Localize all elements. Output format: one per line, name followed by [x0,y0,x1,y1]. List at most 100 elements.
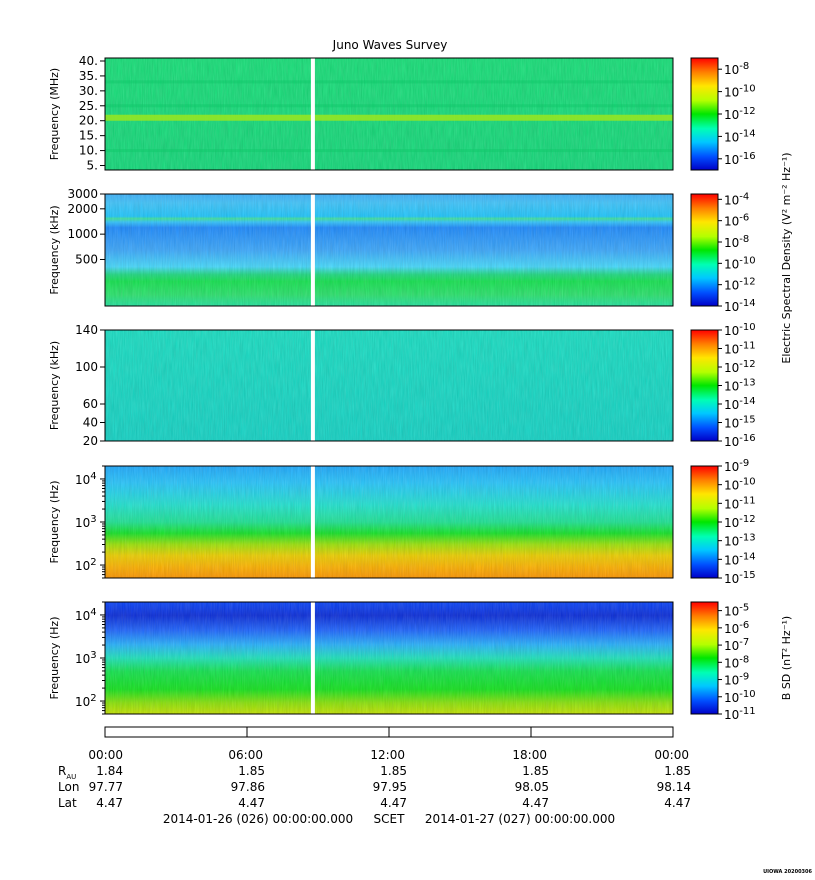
colorbar-tick-label: 10-12 [724,514,756,530]
y-axis-label: Frequency (Hz) [48,481,61,564]
credit-stamp: UIOWA 20200306 [763,869,812,875]
y-tick-label: 104 [75,607,97,623]
data-gap [310,58,315,170]
e-colorbar-title: Electric Spectral Density (V² m⁻² Hz⁻¹) [780,152,793,363]
colorbar-tick-label: 10-14 [724,551,756,567]
y-tick-label: 25. [79,99,98,113]
colorbar-tick-label: 10-13 [724,533,756,549]
spectrogram-texture-dark [105,466,673,578]
colorbar-tick-label: 10-16 [724,433,756,449]
y-tick-label: 100 [75,360,98,374]
y-tick-label: 10. [79,144,98,158]
ephemeris-value: 98.05 [515,780,549,794]
ephemeris-value: 4.47 [380,796,407,810]
spectrogram-panel-5: 104 103 102 Frequency (Hz) [48,601,674,715]
colorbar-tick-label: 10-13 [724,378,756,394]
faint-band [105,149,673,153]
colorbar-tick-label: 10-14 [724,298,756,314]
ephemeris-value: 98.14 [657,780,691,794]
footer-scet-label: SCET [374,812,406,826]
y-tick-label: 140 [75,323,98,337]
colorbar-tick-label: 10-9 [724,672,749,688]
time-axis-ticks [104,727,674,737]
time-tick-label: 18:00 [512,748,547,762]
y-tick-label: 102 [75,693,97,709]
y-tick-label: 3000 [67,187,98,201]
colorbar-tick-label: 10-10 [724,255,756,271]
colorbar-tick-label: 10-14 [724,128,756,144]
panel-frame [104,329,674,442]
y-tick-label: 35. [79,69,98,83]
colorbar-tick-label: 10-12 [724,359,756,375]
colorbars: 10-8 10-10 10-12 10-14 10-16 10-4 10-6 10-8 10-1… [690,57,756,722]
colorbar-tick-label: 10-15 [724,415,756,431]
colorbar-tick-label: 10-4 [724,191,749,207]
colorbar-tick-label: 10-14 [724,396,756,412]
ephemeris-row-label: Lat [58,796,77,810]
colorbar-tick-label: 10-8 [724,234,749,250]
y-axis-label: Frequency (kHz) [48,205,61,294]
ephemeris-value: 4.47 [522,796,549,810]
colorbar-tick-label: 10-12 [724,277,756,293]
colorbar-tick-label: 10-12 [724,106,756,122]
y-tick-label: 20 [83,434,98,448]
y-axis-label: Frequency (Hz) [48,617,61,700]
ephemeris-value: 4.47 [238,796,265,810]
y-tick-label: 500 [75,252,98,266]
y-tick-label: 60 [83,397,98,411]
y-tick-label: 1000 [67,227,98,241]
colorbar-tick-label: 10-9 [724,458,749,474]
panel-frame [104,193,674,307]
ephemeris-value: 97.86 [231,780,265,794]
ephemeris-value: 1.85 [380,764,407,778]
spectrogram-texture-dark [105,602,673,714]
time-tick-label: 00:00 [88,748,123,762]
colorbar-gradient [690,329,719,442]
y-tick-label: 15. [79,129,98,143]
spectrogram-texture-dark [105,330,673,441]
spectrogram-panel-4: 104 103 102 Frequency (Hz) [48,465,674,579]
spectrogram-texture-dark [105,58,673,170]
spectrogram-panels: 40.35.30.25.20.15.10.5. Frequency (MHz) 30… [48,54,674,715]
colorbar-tick-label: 10-6 [724,620,749,636]
y-tick-label: 103 [75,650,97,666]
time-tick-label: 12:00 [370,748,405,762]
y-tick-label: 30. [79,84,98,98]
spectrogram-texture-dark [105,194,673,306]
spectrogram-panel-3: 140 100 60 40 20 Frequency (kHz) [48,323,674,448]
faint-band [105,80,673,84]
colorbar-2: 10-4 10-6 10-8 10-10 10-12 10-14 [690,191,756,314]
data-gap [310,602,315,714]
colorbar-tick-label: 10-6 [724,213,749,229]
footer-start-time: 2014-01-26 (026) 00:00:00.000 [163,812,353,826]
ephemeris-value: 1.85 [238,764,265,778]
panel-frame [104,57,674,171]
ephemeris-value: 1.85 [522,764,549,778]
colorbar-tick-label: 10-11 [724,495,756,511]
ephemeris-table: 00:00 06:00 12:00 18:00 00:00 RAU 1.84 1.85 1.85… [58,748,691,810]
ephemeris-value: 4.47 [664,796,691,810]
faint-band [105,104,673,108]
colorbar-tick-label: 10-10 [724,689,756,705]
y-tick-label: 40 [83,416,98,430]
ephemeris-value: 4.47 [96,796,123,810]
data-gap [310,330,315,441]
colorbar-gradient [690,465,719,579]
colorbar-tick-label: 10-8 [724,61,749,77]
colorbar-tick-label: 10-8 [724,654,749,670]
colorbar-4: 10-9 10-10 10-11 10-12 10-13 10-14 10-15 [690,458,756,586]
time-tick-label: 00:00 [654,748,689,762]
colorbar-gradient [690,57,719,171]
ephemeris-value: 1.85 [664,764,691,778]
colorbar-tick-label: 10-16 [724,151,756,167]
data-gap [310,194,315,306]
colorbar-3: 10-10 10-11 10-12 10-13 10-14 10-15 10-16 [690,322,756,449]
spectrogram-panel-1: 40.35.30.25.20.15.10.5. Frequency (MHz) [48,54,674,173]
y-tick-label: 20. [79,114,98,128]
colorbar-tick-label: 10-10 [724,477,756,493]
time-tick-label: 06:00 [228,748,263,762]
figure-title: Juno Waves Survey [332,38,448,52]
